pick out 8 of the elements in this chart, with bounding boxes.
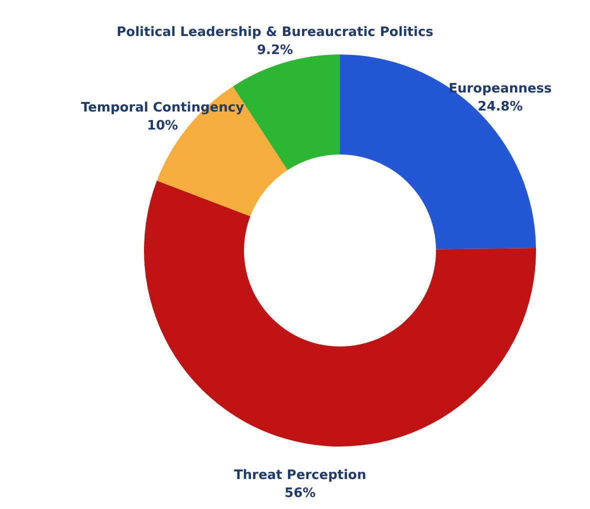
data-label: 56%: [284, 486, 316, 501]
data-label: 9.2%: [256, 42, 294, 58]
slice-label: Political Leadership & Bureaucratic Politics: [116, 24, 434, 40]
data-label: 24.8%: [478, 99, 523, 114]
data-label: 10%: [146, 118, 178, 134]
donut-slice: [144, 180, 536, 446]
slice-label: Threat Perception: [234, 468, 366, 483]
slice-label: Europeanness: [448, 81, 552, 96]
